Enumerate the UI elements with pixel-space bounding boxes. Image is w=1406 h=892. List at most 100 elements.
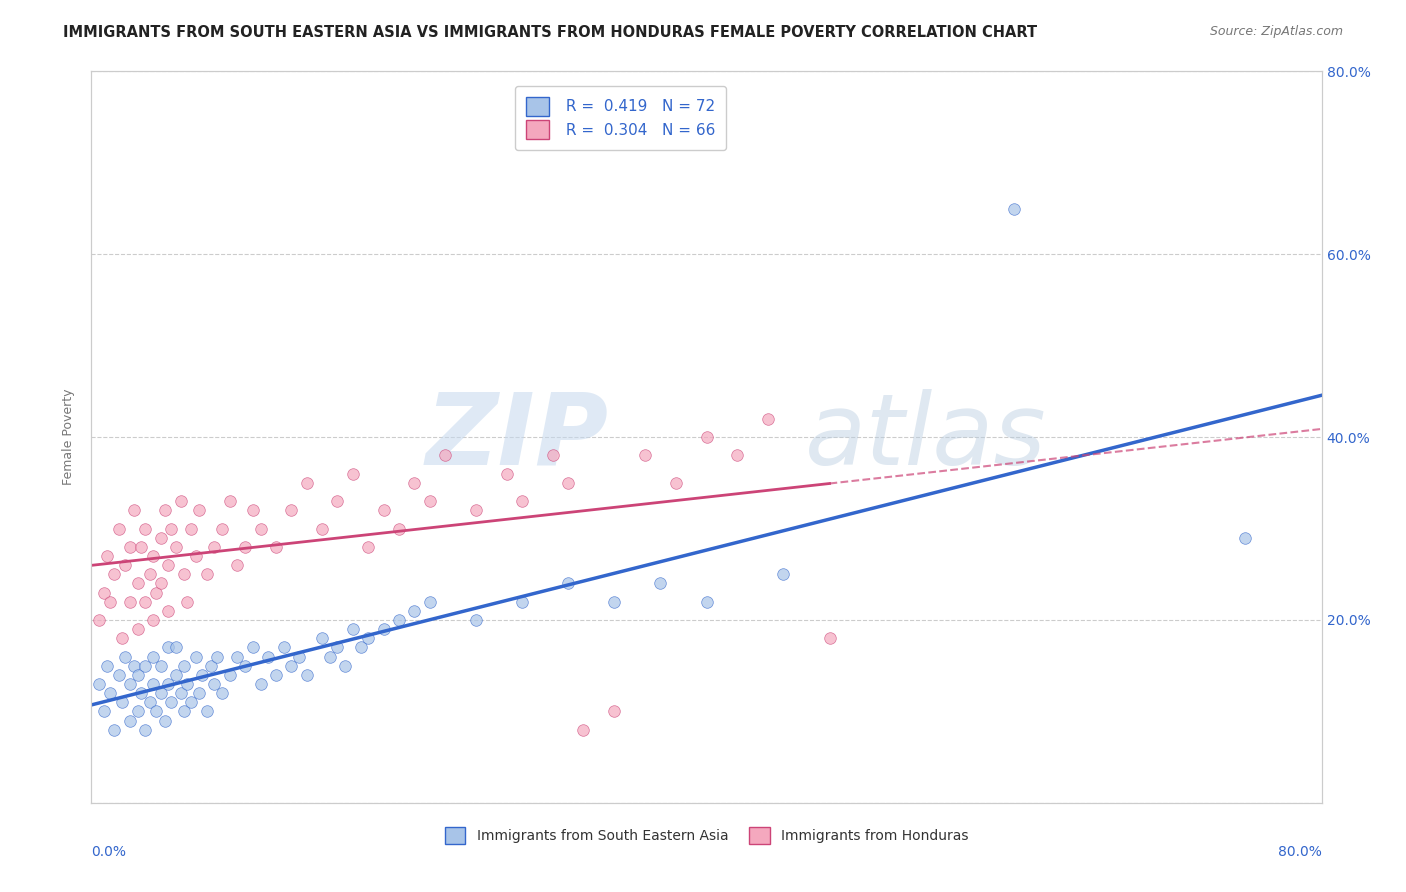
Point [134, 658, 156, 673]
Point [195, 567, 218, 582]
Point [124, 503, 146, 517]
Point [333, 658, 356, 673]
Text: Source: ZipAtlas.com: Source: ZipAtlas.com [1209, 25, 1343, 38]
Point [388, 613, 411, 627]
Point [153, 503, 177, 517]
Point [357, 540, 380, 554]
Text: 80.0%: 80.0% [1278, 846, 1322, 859]
Point [127, 576, 149, 591]
Point [495, 467, 517, 481]
Point [118, 714, 141, 728]
Point [311, 521, 333, 535]
Point [264, 540, 287, 554]
Point [1233, 531, 1256, 545]
Point [288, 649, 311, 664]
Point [342, 622, 364, 636]
Point [149, 531, 172, 545]
Point [191, 667, 214, 681]
Point [202, 677, 225, 691]
Point [188, 503, 211, 517]
Point [207, 649, 229, 664]
Point [357, 632, 380, 646]
Point [127, 667, 149, 681]
Point [249, 521, 271, 535]
Y-axis label: Female Poverty: Female Poverty [62, 389, 76, 485]
Point [134, 521, 156, 535]
Point [295, 667, 318, 681]
Point [118, 594, 141, 608]
Point [114, 649, 136, 664]
Point [249, 677, 271, 691]
Point [96, 549, 118, 563]
Point [173, 658, 195, 673]
Point [157, 604, 180, 618]
Point [111, 632, 134, 646]
Point [218, 494, 240, 508]
Point [134, 594, 156, 608]
Point [541, 448, 564, 462]
Point [242, 640, 264, 655]
Point [169, 494, 191, 508]
Point [1002, 202, 1025, 216]
Point [157, 677, 180, 691]
Point [176, 677, 198, 691]
Point [93, 705, 115, 719]
Point [153, 714, 177, 728]
Point [818, 632, 841, 646]
Point [226, 558, 249, 573]
Point [114, 558, 136, 573]
Point [211, 686, 233, 700]
Point [127, 705, 149, 719]
Point [87, 677, 110, 691]
Point [157, 558, 180, 573]
Point [419, 594, 441, 608]
Point [257, 649, 280, 664]
Point [349, 640, 371, 655]
Point [98, 594, 121, 608]
Point [233, 540, 256, 554]
Point [557, 576, 579, 591]
Point [180, 695, 202, 709]
Point [142, 549, 165, 563]
Text: 0.0%: 0.0% [91, 846, 127, 859]
Point [195, 705, 218, 719]
Point [373, 503, 395, 517]
Point [510, 594, 533, 608]
Point [510, 494, 533, 508]
Point [160, 695, 183, 709]
Point [184, 649, 207, 664]
Point [165, 540, 187, 554]
Point [311, 632, 333, 646]
Point [93, 585, 115, 599]
Point [157, 640, 180, 655]
Point [280, 503, 302, 517]
Point [319, 649, 342, 664]
Point [464, 613, 486, 627]
Point [87, 613, 110, 627]
Point [665, 475, 688, 490]
Point [772, 567, 794, 582]
Point [273, 640, 295, 655]
Point [134, 723, 156, 737]
Point [342, 467, 364, 481]
Point [572, 723, 595, 737]
Point [603, 705, 626, 719]
Point [139, 567, 162, 582]
Point [388, 521, 411, 535]
Point [218, 667, 240, 681]
Legend: Immigrants from South Eastern Asia, Immigrants from Honduras: Immigrants from South Eastern Asia, Immi… [437, 820, 976, 851]
Point [149, 686, 172, 700]
Point [118, 540, 141, 554]
Point [756, 412, 779, 426]
Point [434, 448, 457, 462]
Point [149, 576, 172, 591]
Point [326, 640, 349, 655]
Point [142, 649, 165, 664]
Point [188, 686, 211, 700]
Point [696, 594, 718, 608]
Point [180, 521, 202, 535]
Text: atlas: atlas [804, 389, 1046, 485]
Point [295, 475, 318, 490]
Point [233, 658, 256, 673]
Point [603, 594, 626, 608]
